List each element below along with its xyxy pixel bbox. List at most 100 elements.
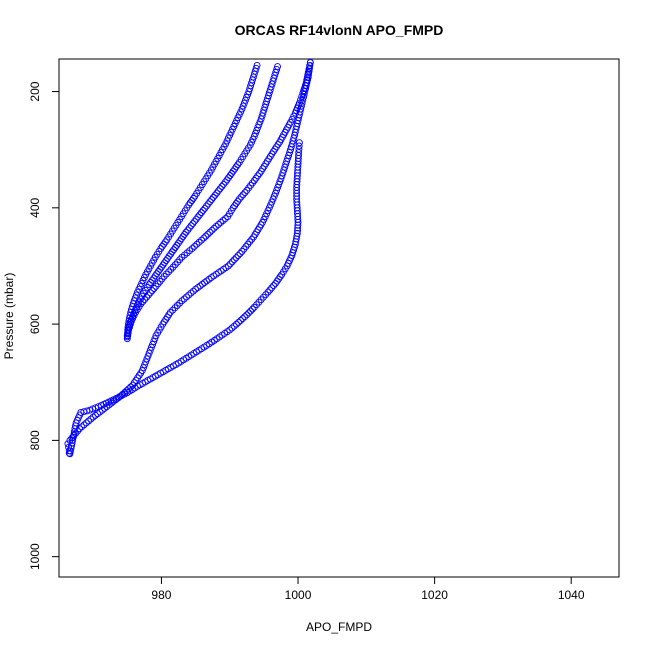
data-point <box>221 178 229 186</box>
data-point <box>161 238 169 246</box>
data-point <box>150 338 158 345</box>
data-point <box>235 318 243 326</box>
chart-title: ORCAS RF14vlonN APO_FMPD <box>235 22 444 38</box>
data-point <box>234 252 242 260</box>
data-point <box>176 299 184 307</box>
data-point <box>191 242 198 250</box>
data-point <box>192 215 200 223</box>
data-point <box>232 254 240 262</box>
data-point <box>140 364 147 372</box>
data-point <box>243 311 251 319</box>
data-point <box>253 61 261 69</box>
data-point <box>276 178 284 186</box>
data-point <box>178 297 186 305</box>
data-point <box>224 262 232 270</box>
data-point <box>137 300 145 308</box>
data-point <box>87 415 95 423</box>
data-point <box>132 291 140 299</box>
data-point <box>295 142 303 150</box>
data-point <box>208 226 216 234</box>
data-point <box>68 442 76 450</box>
data-point <box>195 238 203 246</box>
data-point <box>94 410 102 418</box>
data-point <box>238 105 246 113</box>
data-point <box>198 280 206 288</box>
data-point <box>304 68 312 76</box>
data-point <box>130 310 138 318</box>
data-point <box>219 217 227 224</box>
x-tick-label: 1000 <box>285 588 312 602</box>
data-point <box>200 234 208 242</box>
data-point <box>241 189 249 197</box>
data-point <box>150 285 158 292</box>
data-point <box>203 202 210 210</box>
data-point <box>149 341 157 348</box>
data-point <box>230 256 238 264</box>
data-point <box>147 343 155 351</box>
data-point <box>306 59 314 66</box>
data-point <box>85 417 93 425</box>
data-point <box>210 224 218 232</box>
data-point <box>294 227 301 235</box>
data-point <box>295 99 303 107</box>
data-point <box>247 307 255 315</box>
data-point <box>191 217 199 225</box>
data-point <box>204 230 212 238</box>
data-point <box>189 194 197 202</box>
data-point <box>275 181 283 189</box>
data-point <box>212 222 220 230</box>
data-point <box>274 63 281 71</box>
data-point <box>206 198 214 206</box>
data-point <box>215 187 222 195</box>
y-axis: 200 400 600 800 1000 <box>28 81 59 570</box>
data-point <box>213 189 221 197</box>
data-point <box>274 184 282 191</box>
data-point <box>189 220 197 227</box>
data-point <box>303 74 311 82</box>
data-point <box>244 91 252 98</box>
data-point <box>192 285 200 293</box>
data-point <box>188 245 196 252</box>
data-point <box>234 161 242 169</box>
data-point <box>189 287 197 295</box>
x-tick-label: 1040 <box>558 588 585 602</box>
data-point <box>295 149 303 157</box>
data-point <box>166 309 174 316</box>
data-point <box>218 183 226 190</box>
data-point <box>194 284 202 292</box>
data-point <box>276 273 284 281</box>
data-point <box>214 221 222 228</box>
data-point <box>146 346 154 354</box>
data-point <box>228 324 236 332</box>
data-point <box>272 189 279 197</box>
data-point <box>143 355 151 363</box>
x-tick-label: 1020 <box>421 588 448 602</box>
data-point <box>294 224 302 232</box>
data-point <box>176 256 184 264</box>
data-point <box>171 261 179 269</box>
data-point <box>139 298 147 306</box>
data-point <box>80 421 88 429</box>
data-point <box>196 282 204 290</box>
data-point <box>201 279 209 287</box>
data-point <box>253 127 261 134</box>
data-point <box>239 102 247 110</box>
data-point <box>174 258 181 266</box>
data-point <box>202 232 210 240</box>
data-point <box>197 209 205 217</box>
data-point <box>237 193 245 201</box>
data-point <box>237 317 245 324</box>
data-point <box>187 289 195 297</box>
y-axis-label: Pressure (mbar) <box>2 273 16 360</box>
data-point <box>194 213 202 221</box>
data-point <box>198 236 205 244</box>
data-point <box>184 226 192 234</box>
data-point <box>243 93 251 101</box>
data-point <box>138 367 146 375</box>
plot-frame <box>58 58 620 578</box>
data-point <box>145 349 153 357</box>
data-point <box>129 300 137 308</box>
data-point <box>201 204 209 212</box>
data-point <box>206 228 214 236</box>
